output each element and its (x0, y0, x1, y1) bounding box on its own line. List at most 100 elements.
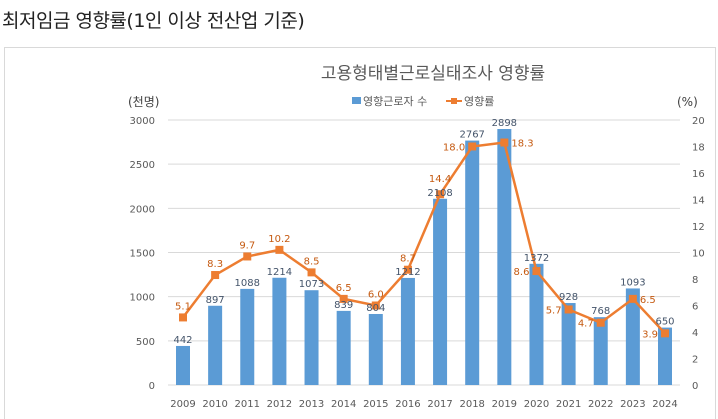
line-label: 8.6 (514, 267, 530, 278)
bar (529, 263, 544, 385)
line-marker (307, 268, 316, 277)
bar-label: 650 (655, 317, 674, 328)
left-axis-tick: 0 (149, 381, 155, 392)
x-axis-tick: 2023 (620, 399, 645, 410)
bar-label: 839 (334, 300, 353, 311)
line-label: 10.2 (268, 234, 290, 245)
bar-label: 897 (206, 295, 225, 306)
line-label: 18.3 (511, 139, 533, 150)
line-marker (211, 271, 220, 280)
bar-label: 442 (173, 335, 192, 346)
line-marker (532, 267, 541, 276)
line-marker (436, 190, 445, 199)
line-marker (339, 294, 348, 303)
x-axis-tick: 2020 (524, 399, 549, 410)
x-axis-tick: 2017 (427, 399, 452, 410)
bar-label: 1073 (299, 279, 324, 290)
x-axis-tick: 2011 (235, 399, 260, 410)
line-marker (468, 142, 477, 151)
right-axis-tick: 14 (692, 196, 705, 207)
bar-label: 1088 (235, 278, 260, 289)
chart-container (4, 47, 716, 419)
line-label: 14.4 (429, 174, 451, 185)
right-axis-tick: 18 (692, 143, 705, 154)
line-label: 8.7 (400, 254, 416, 265)
legend-bar-label: 영향근로자 수 (363, 95, 427, 108)
right-axis-tick: 6 (692, 302, 698, 313)
bar (336, 310, 351, 385)
x-axis-tick: 2016 (395, 399, 420, 410)
x-axis-tick: 2022 (588, 399, 613, 410)
bar-label: 2767 (459, 130, 484, 141)
left-axis-tick: 1000 (130, 293, 155, 304)
right-axis-tick: 0 (692, 381, 698, 392)
legend-bar-swatch (352, 97, 361, 104)
right-axis-tick: 4 (692, 328, 698, 339)
bar (658, 327, 672, 385)
line-marker (596, 318, 605, 327)
line-marker (661, 329, 669, 338)
line-label: 18.0 (443, 143, 465, 154)
line-marker (371, 301, 380, 310)
line-label: 9.7 (239, 240, 255, 251)
line-label: 8.5 (304, 256, 320, 267)
bar-label: 804 (366, 303, 385, 314)
bar (497, 129, 512, 385)
line-marker (275, 245, 284, 254)
line-label: 4.7 (578, 319, 594, 330)
line-label: 5.7 (546, 305, 562, 316)
x-axis-tick: 2013 (299, 399, 324, 410)
bar (176, 345, 190, 385)
bar-label: 928 (559, 292, 578, 303)
line-label: 3.9 (642, 329, 658, 340)
x-axis-tick: 2009 (170, 399, 195, 410)
line-marker (403, 265, 412, 274)
x-axis-tick: 2021 (556, 399, 581, 410)
bar (561, 303, 576, 385)
line-marker (564, 305, 573, 314)
bar (433, 198, 448, 385)
bar-label: 1214 (267, 267, 292, 278)
bar-label: 2108 (427, 188, 452, 199)
line-series (182, 141, 666, 335)
right-axis-tick: 2 (692, 355, 698, 366)
x-axis-tick: 2012 (267, 399, 292, 410)
bar (304, 290, 319, 385)
right-axis-unit: (%) (677, 95, 698, 109)
bar (625, 288, 640, 385)
line-marker (628, 294, 637, 303)
left-axis-tick: 1500 (130, 249, 155, 260)
right-axis-tick: 10 (692, 249, 705, 260)
bar-label: 1372 (524, 253, 549, 264)
right-axis-tick: 20 (692, 116, 705, 127)
legend-line-marker (451, 98, 457, 104)
bar-label: 1212 (395, 267, 420, 278)
bar-label: 768 (591, 306, 610, 317)
page-title: 최저임금 영향률(1인 이상 전산업 기준) (2, 10, 305, 32)
line-label: 6.5 (336, 283, 352, 294)
right-axis-tick: 8 (692, 275, 698, 286)
bar (368, 313, 383, 385)
chart-title: 고용형태별근로실태조사 영향률 (321, 64, 545, 84)
x-axis-tick: 2018 (459, 399, 484, 410)
left-axis-unit: (천명) (128, 94, 159, 109)
line-marker (500, 138, 509, 147)
legend-line-label: 영향률 (464, 95, 494, 108)
x-axis-tick: 2010 (202, 399, 227, 410)
x-axis-tick: 2014 (331, 399, 356, 410)
bar-label: 1093 (620, 277, 645, 288)
left-axis-tick: 500 (136, 337, 155, 348)
bar (593, 317, 608, 385)
right-axis-tick: 16 (692, 169, 705, 180)
bar-label: 2898 (492, 118, 517, 129)
line-label: 6.5 (640, 295, 656, 306)
left-axis-tick: 2500 (130, 160, 155, 171)
right-axis-tick: 12 (692, 222, 705, 233)
line-marker (243, 252, 252, 261)
bar (465, 140, 480, 385)
left-axis-tick: 3000 (130, 116, 155, 127)
x-axis-tick: 2015 (363, 399, 388, 410)
line-label: 5.1 (175, 301, 191, 312)
x-axis-tick: 2019 (492, 399, 517, 410)
